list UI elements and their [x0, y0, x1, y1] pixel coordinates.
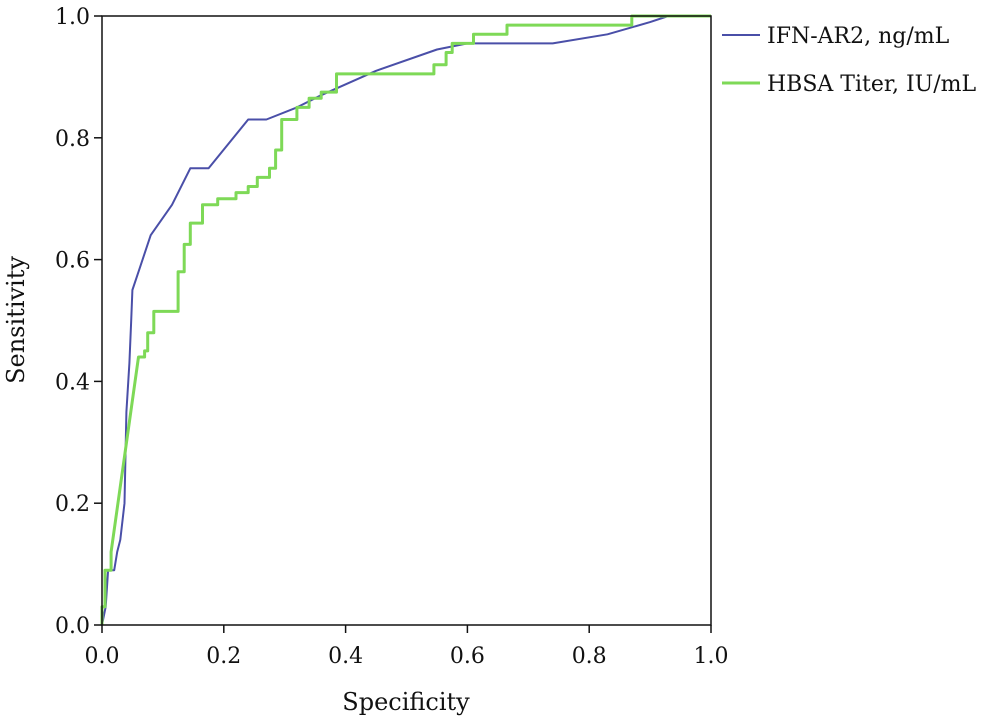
- x-tick-label: 0.4: [328, 644, 363, 669]
- series-layer: [100, 14, 711, 626]
- y-tick-label: 0.2: [55, 492, 90, 517]
- y-tick-label: 0.4: [55, 370, 90, 395]
- x-tick-label: 0.8: [572, 644, 607, 669]
- x-tick-label: 0.2: [206, 644, 241, 669]
- y-tick-label: 0.8: [55, 127, 90, 152]
- x-tick-label: 1.0: [694, 644, 729, 669]
- y-tick-label: 1.0: [55, 5, 90, 30]
- series-line-hbsa-titer: [100, 14, 711, 625]
- y-tick-label: 0.0: [55, 614, 90, 639]
- x-tick-label: 0.0: [85, 644, 120, 669]
- ticks-layer: 0.0 0.2 0.4 0.6 0.8 1.0 0.0 0.2 0.4 0.6 0.8 1.0: [55, 5, 729, 669]
- legend-label-hbsa-titer: HBSA Titer, IU/mL: [767, 72, 976, 97]
- series-line-ifn-ar2: [101, 15, 711, 626]
- legend: IFN-AR2, ng/mL HBSA Titer, IU/mL: [722, 24, 976, 97]
- plot-frame: [101, 15, 712, 626]
- y-axis-title: Sensitivity: [2, 256, 30, 384]
- legend-label-ifn-ar2: IFN-AR2, ng/mL: [767, 24, 950, 49]
- x-axis-title: Specificity: [342, 688, 470, 716]
- y-tick-label: 0.6: [55, 249, 90, 274]
- x-tick-label: 0.6: [450, 644, 485, 669]
